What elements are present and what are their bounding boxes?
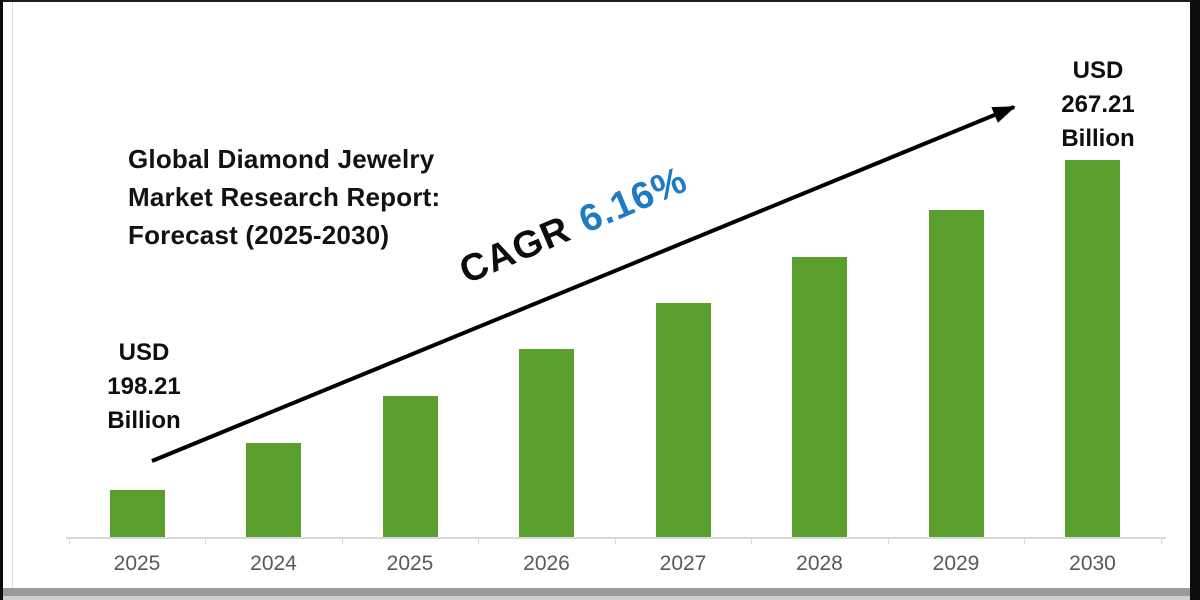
x-axis xyxy=(66,537,1166,539)
x-axis-tick xyxy=(1024,537,1026,544)
title-line-2: Market Research Report: xyxy=(128,182,441,212)
start-value-amount: 198.21 xyxy=(107,373,181,400)
start-value-label: USD 198.21 Billion xyxy=(74,336,214,438)
bar-2028-5 xyxy=(792,257,847,537)
start-value-unit: Billion xyxy=(107,407,181,434)
end-value-currency: USD xyxy=(1072,57,1124,84)
x-axis-tick xyxy=(887,537,889,544)
x-axis-tick xyxy=(751,537,753,544)
title-line-1: Global Diamond Jewelry xyxy=(128,144,435,174)
end-value-unit: Billion xyxy=(1061,125,1135,152)
x-axis-label: 2026 xyxy=(523,552,570,575)
x-axis-tick xyxy=(341,537,343,544)
bar-2025-2 xyxy=(382,396,438,537)
left-border xyxy=(0,0,3,600)
bar-2025-0 xyxy=(109,490,165,537)
end-value-label: USD 267.21 Billion xyxy=(1028,54,1168,156)
bar-2026-3 xyxy=(519,349,574,537)
bar-2029-6 xyxy=(928,210,984,537)
end-value-amount: 267.21 xyxy=(1061,91,1135,118)
bottom-shadow-light xyxy=(0,596,1200,600)
top-border xyxy=(0,0,1200,2)
left-hairline xyxy=(12,2,13,588)
x-axis-label: 2024 xyxy=(250,552,297,575)
x-axis-label: 2030 xyxy=(1069,552,1116,575)
x-axis-label: 2025 xyxy=(386,552,434,575)
x-axis-label: 2028 xyxy=(796,552,843,575)
x-axis-tick xyxy=(614,537,616,544)
bar-2027-4 xyxy=(655,303,711,537)
bottom-shadow xyxy=(0,588,1200,596)
bar-2024-1 xyxy=(246,443,301,537)
x-axis-label: 2029 xyxy=(932,552,980,575)
bar-2030-7 xyxy=(1065,160,1120,537)
x-axis-tick xyxy=(478,537,480,544)
x-axis-label: 2025 xyxy=(113,552,161,575)
title-line-3: Forecast (2025-2030) xyxy=(128,220,390,250)
x-axis-tick xyxy=(205,537,207,544)
x-axis-tick xyxy=(1160,537,1162,544)
start-value-currency: USD xyxy=(118,339,170,366)
right-border xyxy=(1190,0,1200,600)
x-axis-label: 2027 xyxy=(659,552,707,575)
page-title: Global Diamond Jewelry Market Research R… xyxy=(128,140,528,254)
x-axis-tick xyxy=(68,537,70,544)
